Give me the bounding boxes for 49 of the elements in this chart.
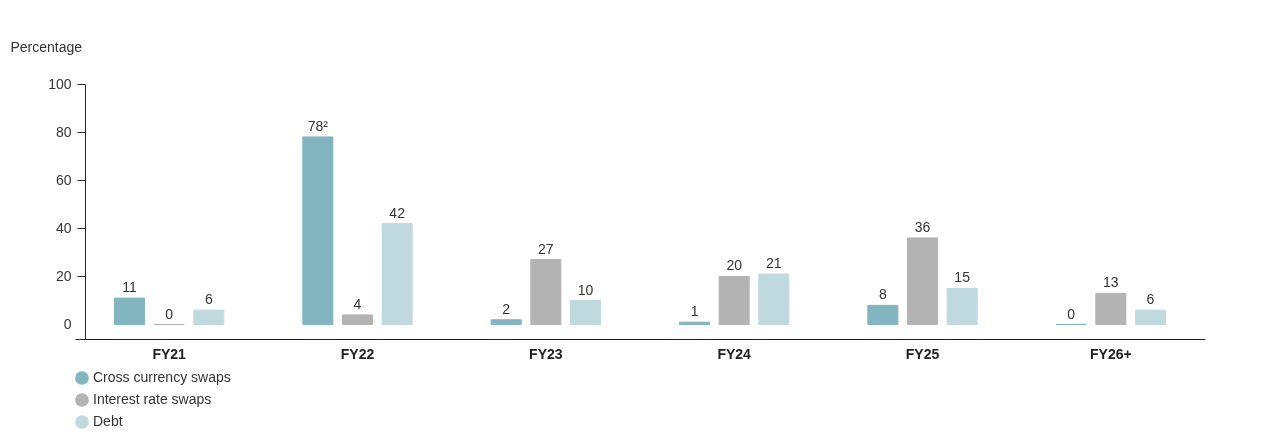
- bar: [490, 319, 522, 326]
- y-tick-label: 20: [55, 267, 72, 284]
- data-label: 27: [538, 240, 554, 257]
- bar: [530, 259, 562, 326]
- data-label: 15: [954, 269, 971, 286]
- bar: [569, 300, 601, 326]
- data-label: 20: [726, 257, 743, 274]
- bar: [114, 297, 146, 326]
- x-tick-label: FY24: [717, 345, 752, 362]
- bar: [1134, 309, 1166, 326]
- data-label: 11: [122, 279, 137, 296]
- x-tick-label: FY22: [340, 345, 375, 362]
- y-tick-label: 40: [55, 219, 72, 236]
- data-label: 4: [353, 295, 362, 312]
- bar: [381, 223, 413, 326]
- data-label: 42: [389, 204, 406, 221]
- bar: [867, 304, 899, 326]
- data-label: 0: [1067, 305, 1076, 322]
- y-tick-label: 80: [55, 123, 72, 140]
- data-label: 36: [914, 218, 931, 235]
- y-tick-label: 0: [63, 316, 72, 333]
- data-label: 13: [1103, 274, 1119, 291]
- y-axis-title: Percentage: [10, 38, 83, 55]
- bar: [718, 275, 750, 326]
- x-tick-label: FY21: [152, 345, 187, 362]
- legend-label: Interest rate swaps: [93, 391, 212, 407]
- data-label: 21: [766, 255, 782, 272]
- data-label: 1: [690, 303, 699, 320]
- data-label: 8: [878, 286, 887, 303]
- y-tick-label: 100: [48, 75, 72, 92]
- y-tick-label: 60: [55, 171, 72, 188]
- x-tick-label: FY23: [529, 345, 563, 362]
- legend-label: Debt: [93, 413, 123, 429]
- data-label: 2: [502, 300, 511, 317]
- data-label: 78²: [307, 117, 329, 134]
- bar: [1095, 292, 1127, 326]
- data-label: 6: [1146, 291, 1155, 308]
- bar: [946, 287, 978, 326]
- bar: [342, 314, 373, 326]
- x-tick-label: FY25: [905, 345, 940, 362]
- bar: [758, 273, 790, 326]
- data-label: 0: [165, 305, 174, 322]
- bar: [907, 237, 938, 326]
- data-label: 6: [204, 291, 213, 308]
- data-label: 10: [577, 281, 594, 298]
- bar: [302, 136, 334, 326]
- legend-label: Cross currency swaps: [93, 369, 231, 385]
- x-tick-label: FY26+: [1090, 345, 1132, 362]
- bar: [193, 309, 225, 326]
